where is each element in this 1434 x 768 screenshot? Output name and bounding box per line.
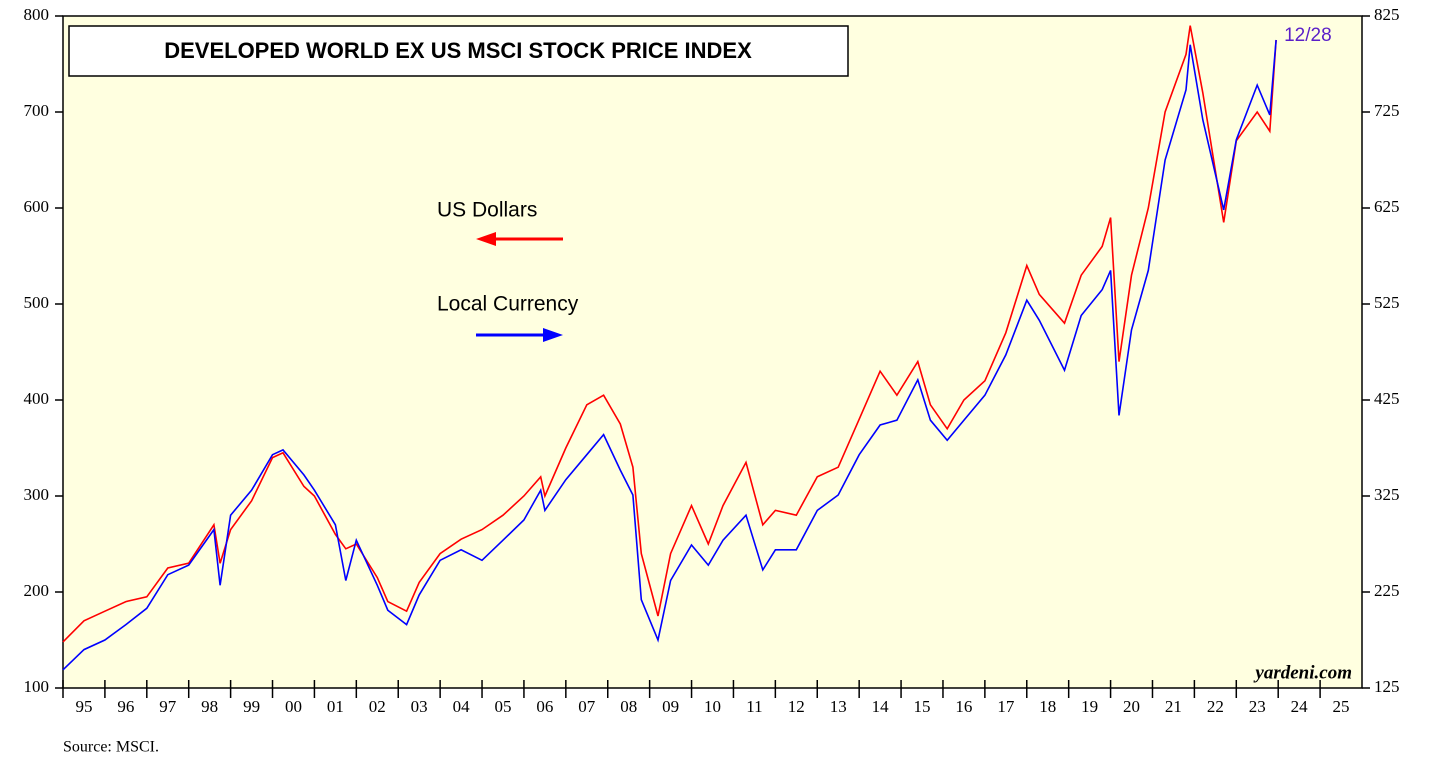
x-tick-label: 23: [1249, 697, 1266, 716]
x-tick-label: 12: [788, 697, 805, 716]
y2-tick-label: 425: [1374, 389, 1400, 408]
y2-tick-label: 525: [1374, 293, 1400, 312]
x-tick-label: 11: [746, 697, 762, 716]
x-tick-label: 24: [1291, 697, 1309, 716]
x-tick-label: 25: [1333, 697, 1350, 716]
title-box: [68, 25, 849, 77]
chart-title: DEVELOPED WORLD EX US MSCI STOCK PRICE I…: [164, 38, 752, 63]
x-tick-label: 14: [872, 697, 890, 716]
x-tick-label: 00: [285, 697, 302, 716]
x-tick-label: 21: [1165, 697, 1182, 716]
source-note: Source: MSCI.: [63, 739, 159, 756]
x-tick-label: 96: [117, 697, 134, 716]
x-tick-label: 19: [1081, 697, 1098, 716]
y2-tick-label: 725: [1374, 101, 1400, 120]
x-tick-label: 07: [578, 697, 596, 716]
x-tick-label: 09: [662, 697, 679, 716]
y-tick-label: 300: [24, 485, 50, 504]
y2-tick-label: 825: [1374, 5, 1400, 24]
watermark: yardeni.com: [1253, 662, 1352, 683]
x-tick-label: 05: [494, 697, 511, 716]
series-line: [62, 39, 1277, 671]
x-tick-label: 16: [955, 697, 972, 716]
x-tick-label: 22: [1207, 697, 1224, 716]
x-tick-label: 17: [997, 697, 1015, 716]
series-line: [62, 25, 1277, 643]
y-tick-label: 100: [24, 677, 50, 696]
x-tick-label: 03: [411, 697, 428, 716]
x-tick-label: 01: [327, 697, 344, 716]
y2-tick-label: 125: [1374, 677, 1400, 696]
y-tick-label: 200: [24, 581, 50, 600]
y2-tick-label: 225: [1374, 581, 1400, 600]
x-tick-label: 02: [369, 697, 386, 716]
y-tick-label: 400: [24, 389, 50, 408]
x-tick-label: 15: [914, 697, 931, 716]
x-tick-label: 10: [704, 697, 721, 716]
y-tick-label: 500: [24, 293, 50, 312]
y2-tick-label: 625: [1374, 197, 1400, 216]
y-tick-label: 800: [24, 5, 50, 24]
legend-label: Local Currency: [437, 293, 579, 316]
plot-area: [62, 15, 1363, 689]
x-tick-label: 08: [620, 697, 637, 716]
x-tick-label: 04: [453, 697, 471, 716]
x-tick-label: 06: [536, 697, 553, 716]
x-tick-label: 20: [1123, 697, 1140, 716]
x-tick-label: 99: [243, 697, 260, 716]
y2-tick-label: 325: [1374, 485, 1400, 504]
y-tick-label: 700: [24, 101, 50, 120]
legend-arrowhead: [476, 232, 496, 246]
x-tick-label: 18: [1039, 697, 1056, 716]
x-tick-label: 95: [75, 697, 92, 716]
legend-label: US Dollars: [437, 199, 537, 222]
x-tick-label: 97: [159, 697, 177, 716]
x-tick-label: 98: [201, 697, 218, 716]
y-tick-label: 600: [24, 197, 50, 216]
annotation: 12/28: [1284, 25, 1332, 46]
legend-arrowhead: [543, 328, 563, 342]
x-tick-label: 13: [830, 697, 847, 716]
